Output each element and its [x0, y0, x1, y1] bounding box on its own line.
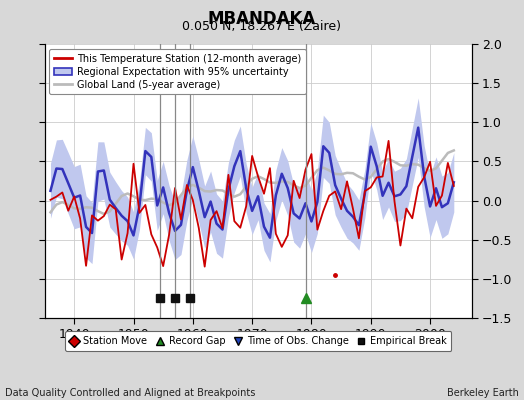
Text: 0.050 N, 18.267 E (Zaire): 0.050 N, 18.267 E (Zaire)	[182, 20, 342, 33]
Text: Berkeley Earth: Berkeley Earth	[447, 388, 519, 398]
Legend: This Temperature Station (12-month average), Regional Expectation with 95% uncer: This Temperature Station (12-month avera…	[49, 49, 305, 94]
Legend: Station Move, Record Gap, Time of Obs. Change, Empirical Break: Station Move, Record Gap, Time of Obs. C…	[64, 331, 452, 351]
Text: MBANDAKA: MBANDAKA	[208, 10, 316, 28]
Text: Data Quality Controlled and Aligned at Breakpoints: Data Quality Controlled and Aligned at B…	[5, 388, 256, 398]
